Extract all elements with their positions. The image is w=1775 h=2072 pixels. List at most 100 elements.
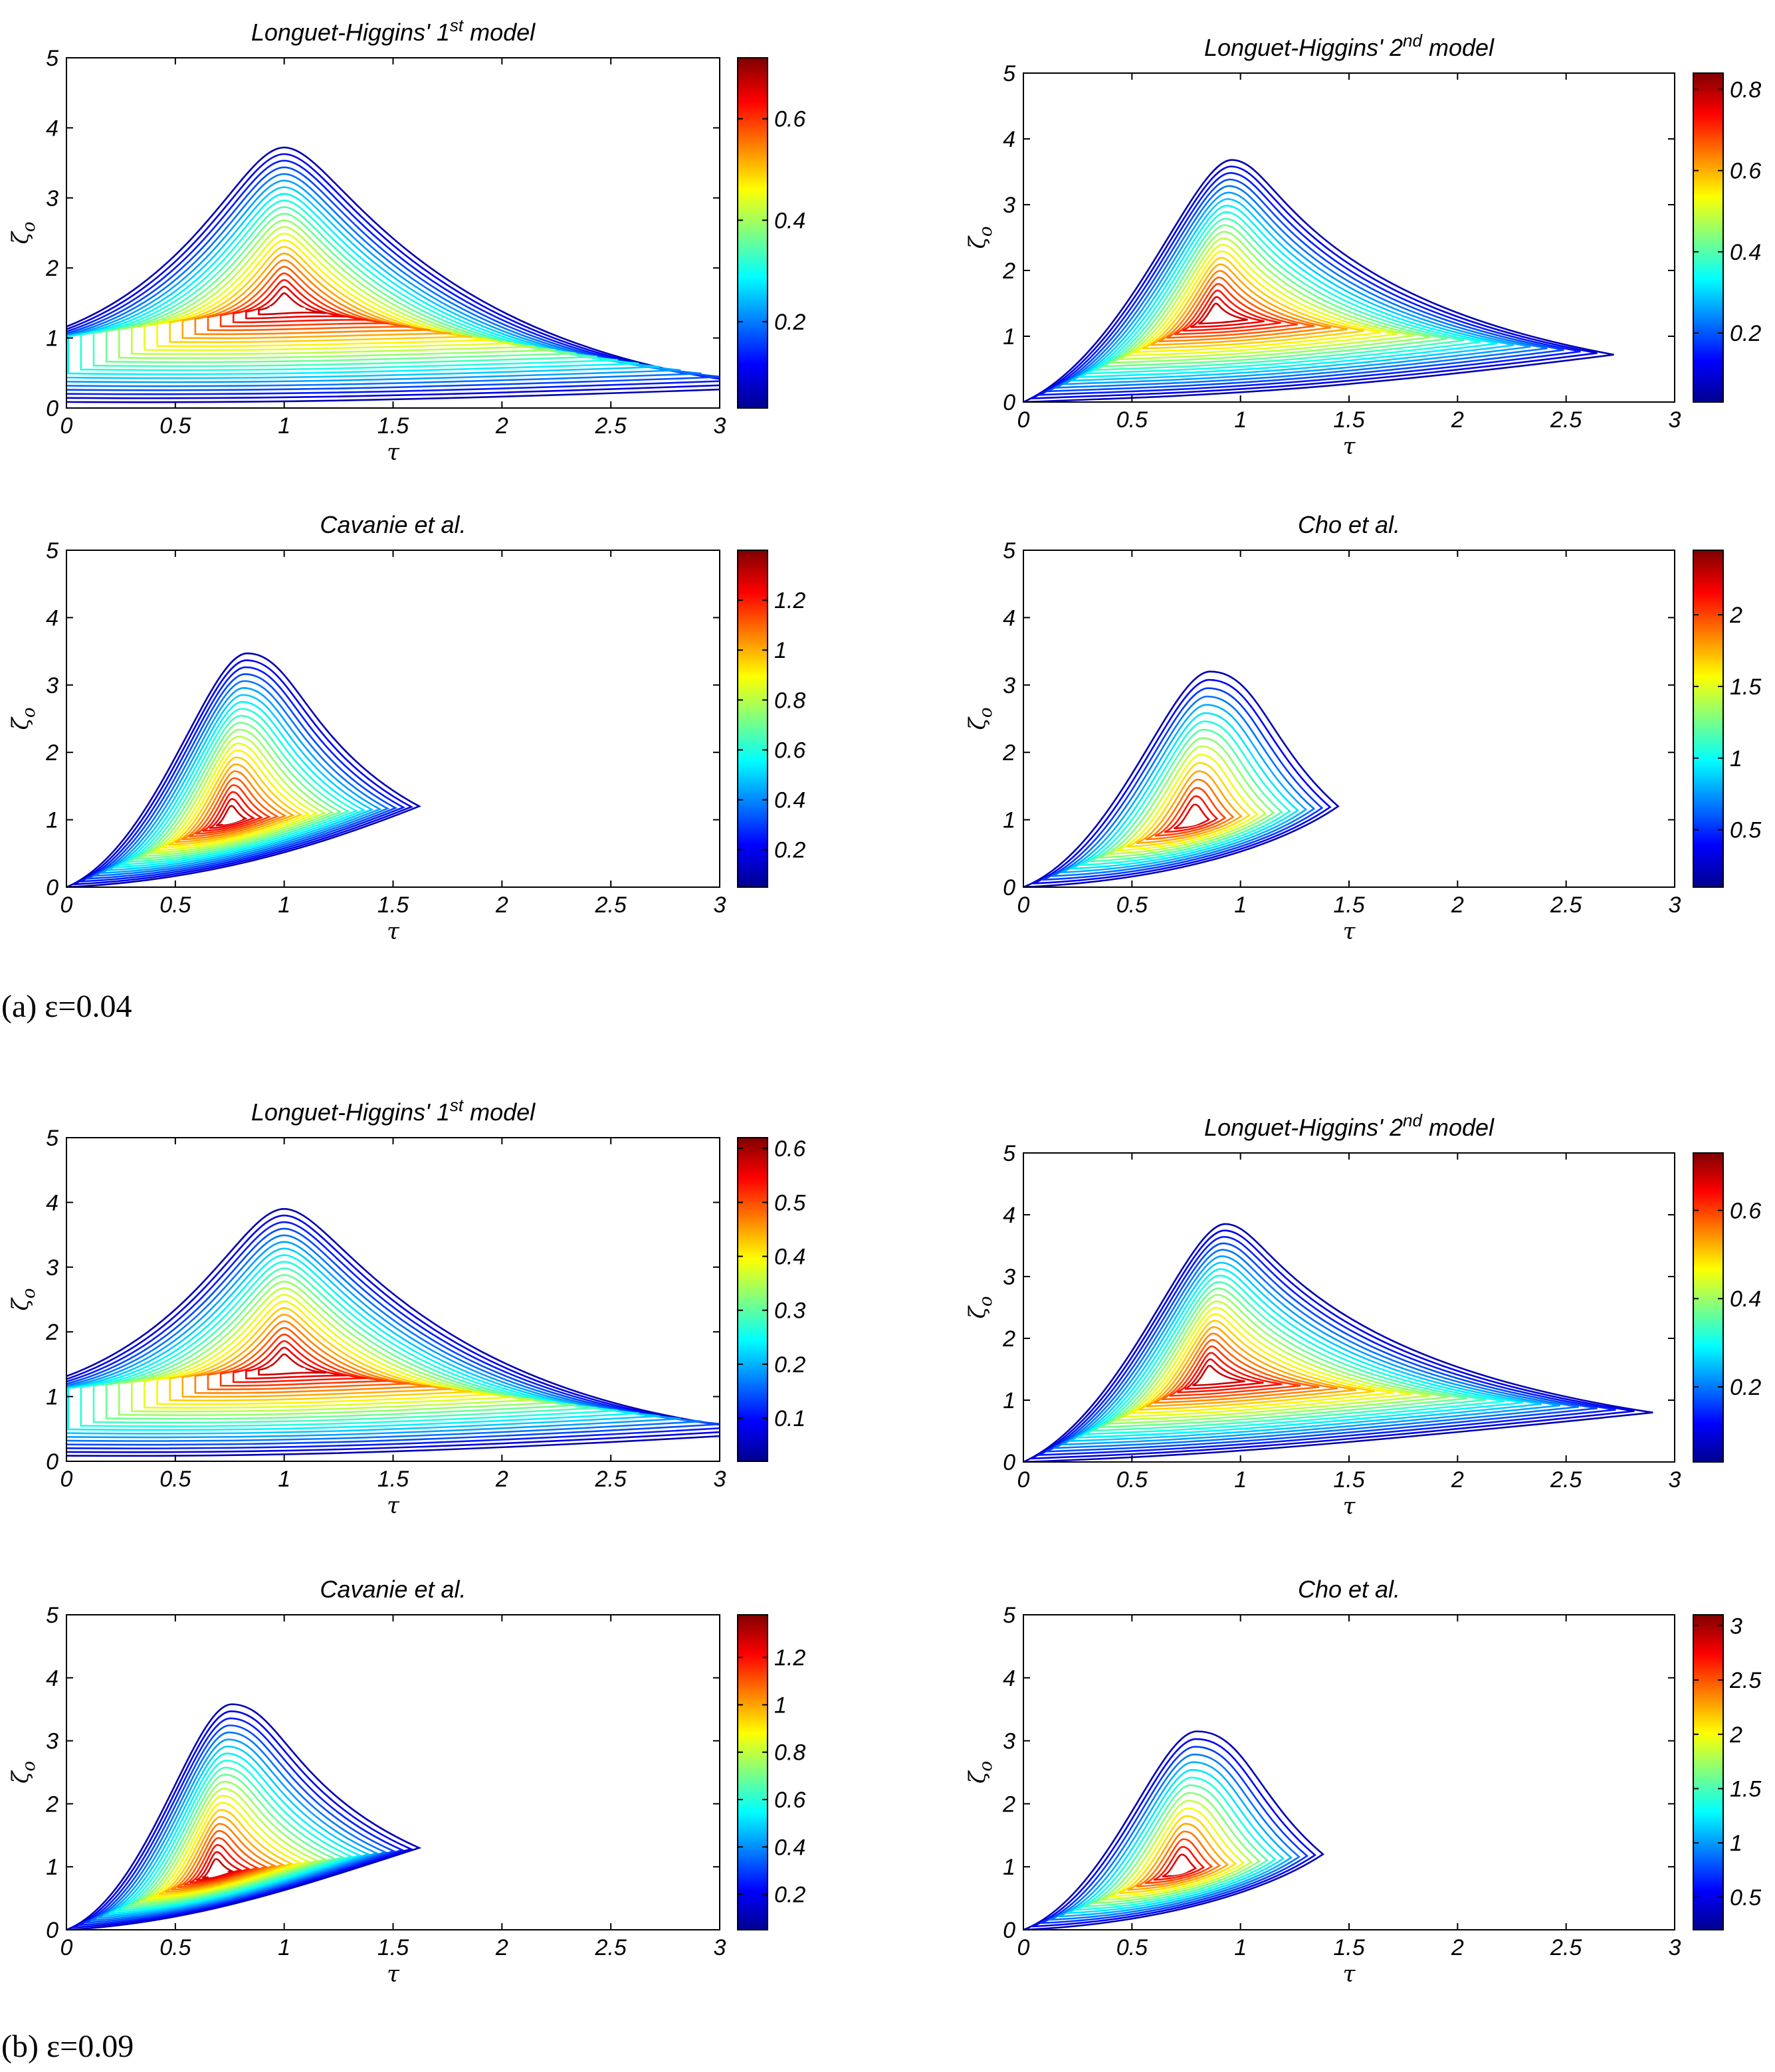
contour-level <box>1164 795 1219 833</box>
x-tick-label: 2.5 <box>1550 1935 1582 1960</box>
contour-level <box>1154 787 1227 837</box>
y-tick-label: 3 <box>46 673 58 698</box>
colorbar-tick-label: 0.4 <box>774 1245 805 1270</box>
colorbar-tick-label: 0.8 <box>1730 77 1761 102</box>
y-tick-label: 1 <box>46 326 58 352</box>
contour-level <box>131 1287 535 1413</box>
y-tick-label: 4 <box>1003 127 1015 152</box>
contour-level <box>93 680 390 877</box>
contour-level <box>72 1710 413 1928</box>
contour-level <box>1046 1242 1598 1453</box>
colorbar-tick-label: 1.2 <box>774 1645 805 1671</box>
contour-level <box>67 1254 639 1431</box>
y-tick-label: 1 <box>1003 1388 1015 1413</box>
colorbar-tick-label: 0.5 <box>1730 818 1761 843</box>
contour-level <box>1041 687 1324 881</box>
x-tick-label: 2 <box>1451 892 1464 918</box>
contour-level <box>1100 1287 1468 1428</box>
contour-level <box>161 749 311 849</box>
contour-level <box>1057 1761 1293 1918</box>
y-tick-label: 2 <box>45 256 58 281</box>
y-tick-label: 2 <box>1002 259 1015 284</box>
contour-level <box>1198 302 1248 325</box>
colorbar <box>1693 550 1724 888</box>
y-axis-label: ζo <box>964 707 996 730</box>
contour-level <box>1136 1830 1221 1888</box>
contour-level <box>1031 1738 1316 1928</box>
contour-level <box>232 1340 368 1384</box>
colorbar <box>737 1614 768 1930</box>
contour-level <box>1023 671 1340 887</box>
colorbar-tick-label: 1 <box>1730 746 1742 772</box>
colorbar <box>1693 72 1724 403</box>
x-tick-label: 1 <box>278 892 290 918</box>
x-tick-label: 1.5 <box>377 413 409 439</box>
x-tick-label: 2.5 <box>1550 407 1582 433</box>
y-tick-label: 4 <box>1003 1203 1015 1228</box>
x-tick-label: 2 <box>495 1935 508 1960</box>
y-axis-label: ζo <box>7 707 39 730</box>
contour-level <box>92 1267 597 1424</box>
x-axis-label: τ <box>387 1961 400 1988</box>
y-tick-label: 2 <box>45 740 58 766</box>
contour-level <box>79 666 406 882</box>
x-tick-label: 3 <box>714 413 726 439</box>
contour-level <box>1144 1838 1213 1885</box>
colorbar-tick-label: 0.2 <box>774 838 805 863</box>
contour-level <box>1101 1800 1253 1901</box>
colorbar-tick-label: 0.4 <box>774 788 805 813</box>
y-tick-label: 1 <box>1003 808 1015 833</box>
colorbar-tick-label: 0.4 <box>1730 240 1761 265</box>
y-tick-label: 4 <box>1003 605 1015 631</box>
x-tick-label: 1 <box>278 413 290 439</box>
contour-level <box>1098 737 1275 859</box>
contour-level <box>1092 1281 1487 1432</box>
contour-level <box>1075 1776 1277 1911</box>
y-tick-label: 2 <box>1002 1326 1015 1352</box>
contour-level <box>152 1802 302 1898</box>
contour-level <box>1122 1306 1412 1418</box>
contour-level <box>1134 250 1382 354</box>
x-tick-label: 2.5 <box>595 1467 627 1492</box>
y-tick-label: 5 <box>1003 61 1015 86</box>
y-tick-label: 3 <box>1003 1265 1015 1290</box>
contour-level <box>1170 1860 1192 1875</box>
contour-level <box>1205 308 1232 322</box>
contour-level <box>207 1326 410 1391</box>
colorbar-tick-label: 0.2 <box>1730 321 1761 346</box>
contour-level <box>1107 745 1267 855</box>
contour-lines <box>66 1703 422 1930</box>
x-tick-label: 0 <box>60 892 73 918</box>
colorbar-tick-label: 0.2 <box>774 1883 805 1908</box>
contour-level <box>86 673 398 880</box>
contour-level <box>1192 1364 1245 1387</box>
contour-level <box>258 292 326 316</box>
contour-level <box>1089 728 1283 863</box>
x-tick-label: 1.5 <box>1333 1935 1364 1960</box>
chart-panel-0: 0 0.5 1 1.5 2 2.5 3 0 1 2 3 4 5 τ ζo Longuet-Higgins' 1… <box>7 15 805 466</box>
x-tick-label: 0.5 <box>159 413 191 439</box>
contour-level <box>127 714 351 863</box>
y-tick-label: 5 <box>1003 1141 1015 1166</box>
x-tick-label: 2 <box>1451 1935 1464 1960</box>
y-tick-label: 4 <box>46 605 58 631</box>
contour-level <box>90 1731 388 1922</box>
contour-level <box>1110 1807 1245 1898</box>
contour-lines <box>1023 671 1340 887</box>
contour-level <box>181 770 287 841</box>
contour-level <box>1184 1358 1264 1390</box>
x-tick-label: 1.5 <box>377 1935 409 1960</box>
contour-level <box>207 1864 229 1878</box>
y-tick-label: 3 <box>1003 673 1015 698</box>
contour-level <box>1169 1345 1301 1397</box>
contour-level <box>1023 1223 1653 1462</box>
colorbar-tick-label: 0.3 <box>774 1298 805 1324</box>
contour-level <box>128 1774 337 1907</box>
contour-level <box>1055 185 1548 389</box>
contour-level <box>1070 712 1299 870</box>
colorbar-tick-label: 0.4 <box>1730 1287 1761 1312</box>
x-tick-label: 3 <box>1669 1935 1681 1960</box>
x-tick-label: 0 <box>60 413 73 439</box>
contour-level <box>188 777 280 838</box>
x-tick-label: 0.5 <box>1116 1935 1148 1960</box>
